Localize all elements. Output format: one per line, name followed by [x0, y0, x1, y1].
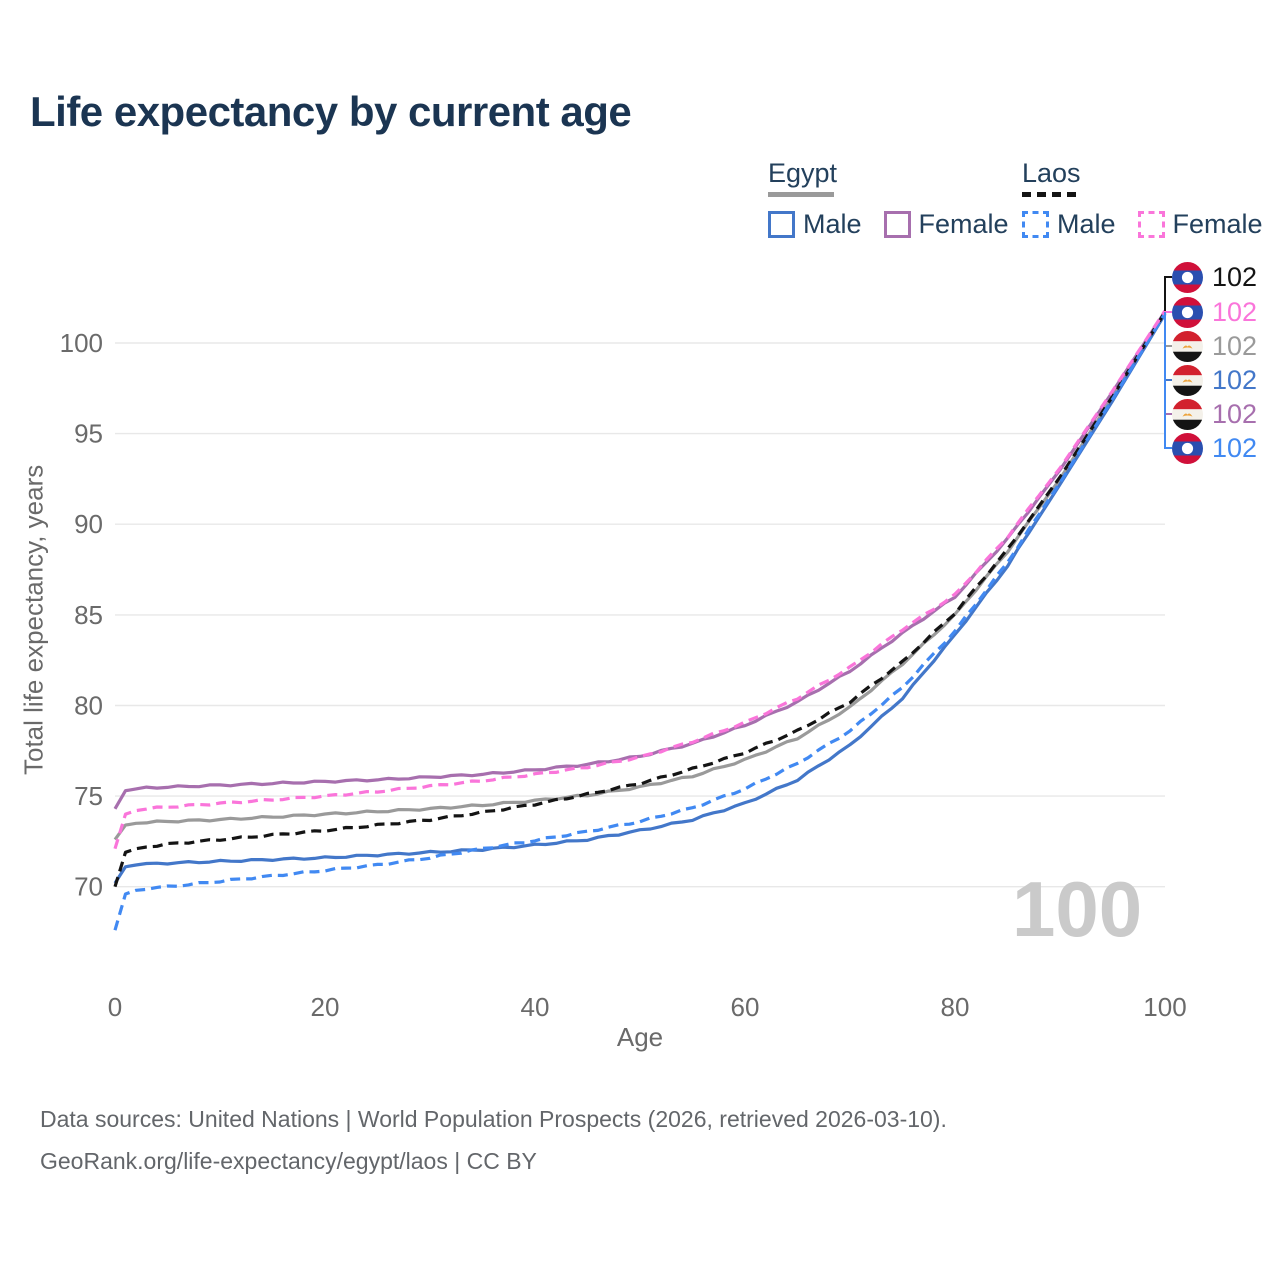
data-sources-note: Data sources: United Nations | World Pop…: [40, 1106, 947, 1132]
laos-flag-icon: [1172, 261, 1203, 293]
legend-item-laos-female[interactable]: Female: [1137, 209, 1263, 240]
end-label-row: 102: [1172, 397, 1257, 431]
x-tick-label: 60: [731, 992, 760, 1022]
legend-country-egypt: Egypt: [768, 158, 838, 188]
leader-line: [1164, 276, 1172, 313]
end-label-row: 102: [1172, 295, 1257, 329]
legend-item-laos-male[interactable]: Male: [1022, 209, 1116, 240]
laos-flag-icon: [1172, 432, 1203, 464]
leader-line: [1164, 312, 1172, 415]
series-line-egypt-female[interactable]: [113, 310, 1167, 810]
egypt-male-swatch-icon: [768, 211, 795, 238]
end-label-row: 102: [1172, 431, 1257, 465]
x-tick-label: 20: [311, 992, 340, 1022]
x-axis-title: Age: [616, 1022, 664, 1052]
end-value-label: 102: [1212, 261, 1258, 292]
y-tick-label: 75: [74, 781, 103, 811]
series-line-laos-female[interactable]: [113, 309, 1167, 850]
attribution-note: GeoRank.org/life-expectancy/egypt/laos |…: [40, 1148, 537, 1174]
end-value-label: 102: [1212, 330, 1258, 361]
legend-country-laos: Laos: [1022, 158, 1081, 188]
series-line-egypt-both-sexes[interactable]: [113, 311, 1167, 841]
page-title: Life expectancy by current age: [30, 88, 632, 135]
egypt-female-swatch-icon: [883, 211, 911, 238]
egypt-underline-swatch: [768, 192, 834, 197]
end-label-row: 102: [1172, 329, 1257, 363]
x-tick-label: 0: [108, 992, 122, 1022]
y-tick-label: 100: [60, 328, 103, 358]
legend-item-egypt-male[interactable]: Male: [768, 209, 862, 240]
egypt-flag-icon: [1172, 364, 1203, 396]
legend-item-label: Male: [803, 209, 862, 239]
legend-group-egypt: Egypt Male Female: [768, 158, 1009, 240]
series-line-egypt-male[interactable]: [113, 313, 1167, 884]
x-tick-label: 80: [941, 992, 970, 1022]
y-tick-label: 90: [74, 509, 103, 539]
laos-male-swatch-icon: [1022, 211, 1049, 238]
laos-underline-swatch: [1022, 192, 1076, 197]
leader-line: [1164, 312, 1172, 347]
laos-flag-icon: [1172, 296, 1203, 328]
end-label-row: 102: [1172, 363, 1257, 397]
legend-group-laos: Laos Male Female: [1022, 158, 1263, 240]
egypt-flag-icon: [1172, 398, 1203, 430]
hover-age-watermark: 100: [1012, 865, 1143, 953]
end-value-label: 102: [1212, 398, 1258, 429]
legend-item-label: Male: [1057, 209, 1116, 239]
end-value-label: 102: [1212, 432, 1258, 463]
y-tick-label: 85: [74, 600, 103, 630]
x-tick-label: 100: [1143, 992, 1186, 1022]
legend-item-egypt-female[interactable]: Female: [883, 209, 1009, 240]
series-line-laos-male[interactable]: [113, 312, 1167, 931]
series-line-laos-both-sexes[interactable]: [113, 311, 1167, 888]
egypt-flag-icon: [1172, 330, 1203, 362]
y-tick-label: 80: [74, 691, 103, 721]
legend-item-label: Female: [918, 209, 1009, 239]
y-tick-label: 70: [74, 872, 103, 902]
legend-item-label: Female: [1172, 209, 1263, 239]
end-value-label: 102: [1212, 296, 1258, 327]
laos-female-swatch-icon: [1137, 211, 1165, 238]
x-tick-label: 40: [521, 992, 550, 1022]
end-label-row: 102: [1172, 260, 1257, 294]
leader-line: [1164, 312, 1172, 449]
end-value-label: 102: [1212, 364, 1258, 395]
y-axis-title: Total life expectancy, years: [18, 464, 49, 776]
y-tick-label: 95: [74, 419, 103, 449]
